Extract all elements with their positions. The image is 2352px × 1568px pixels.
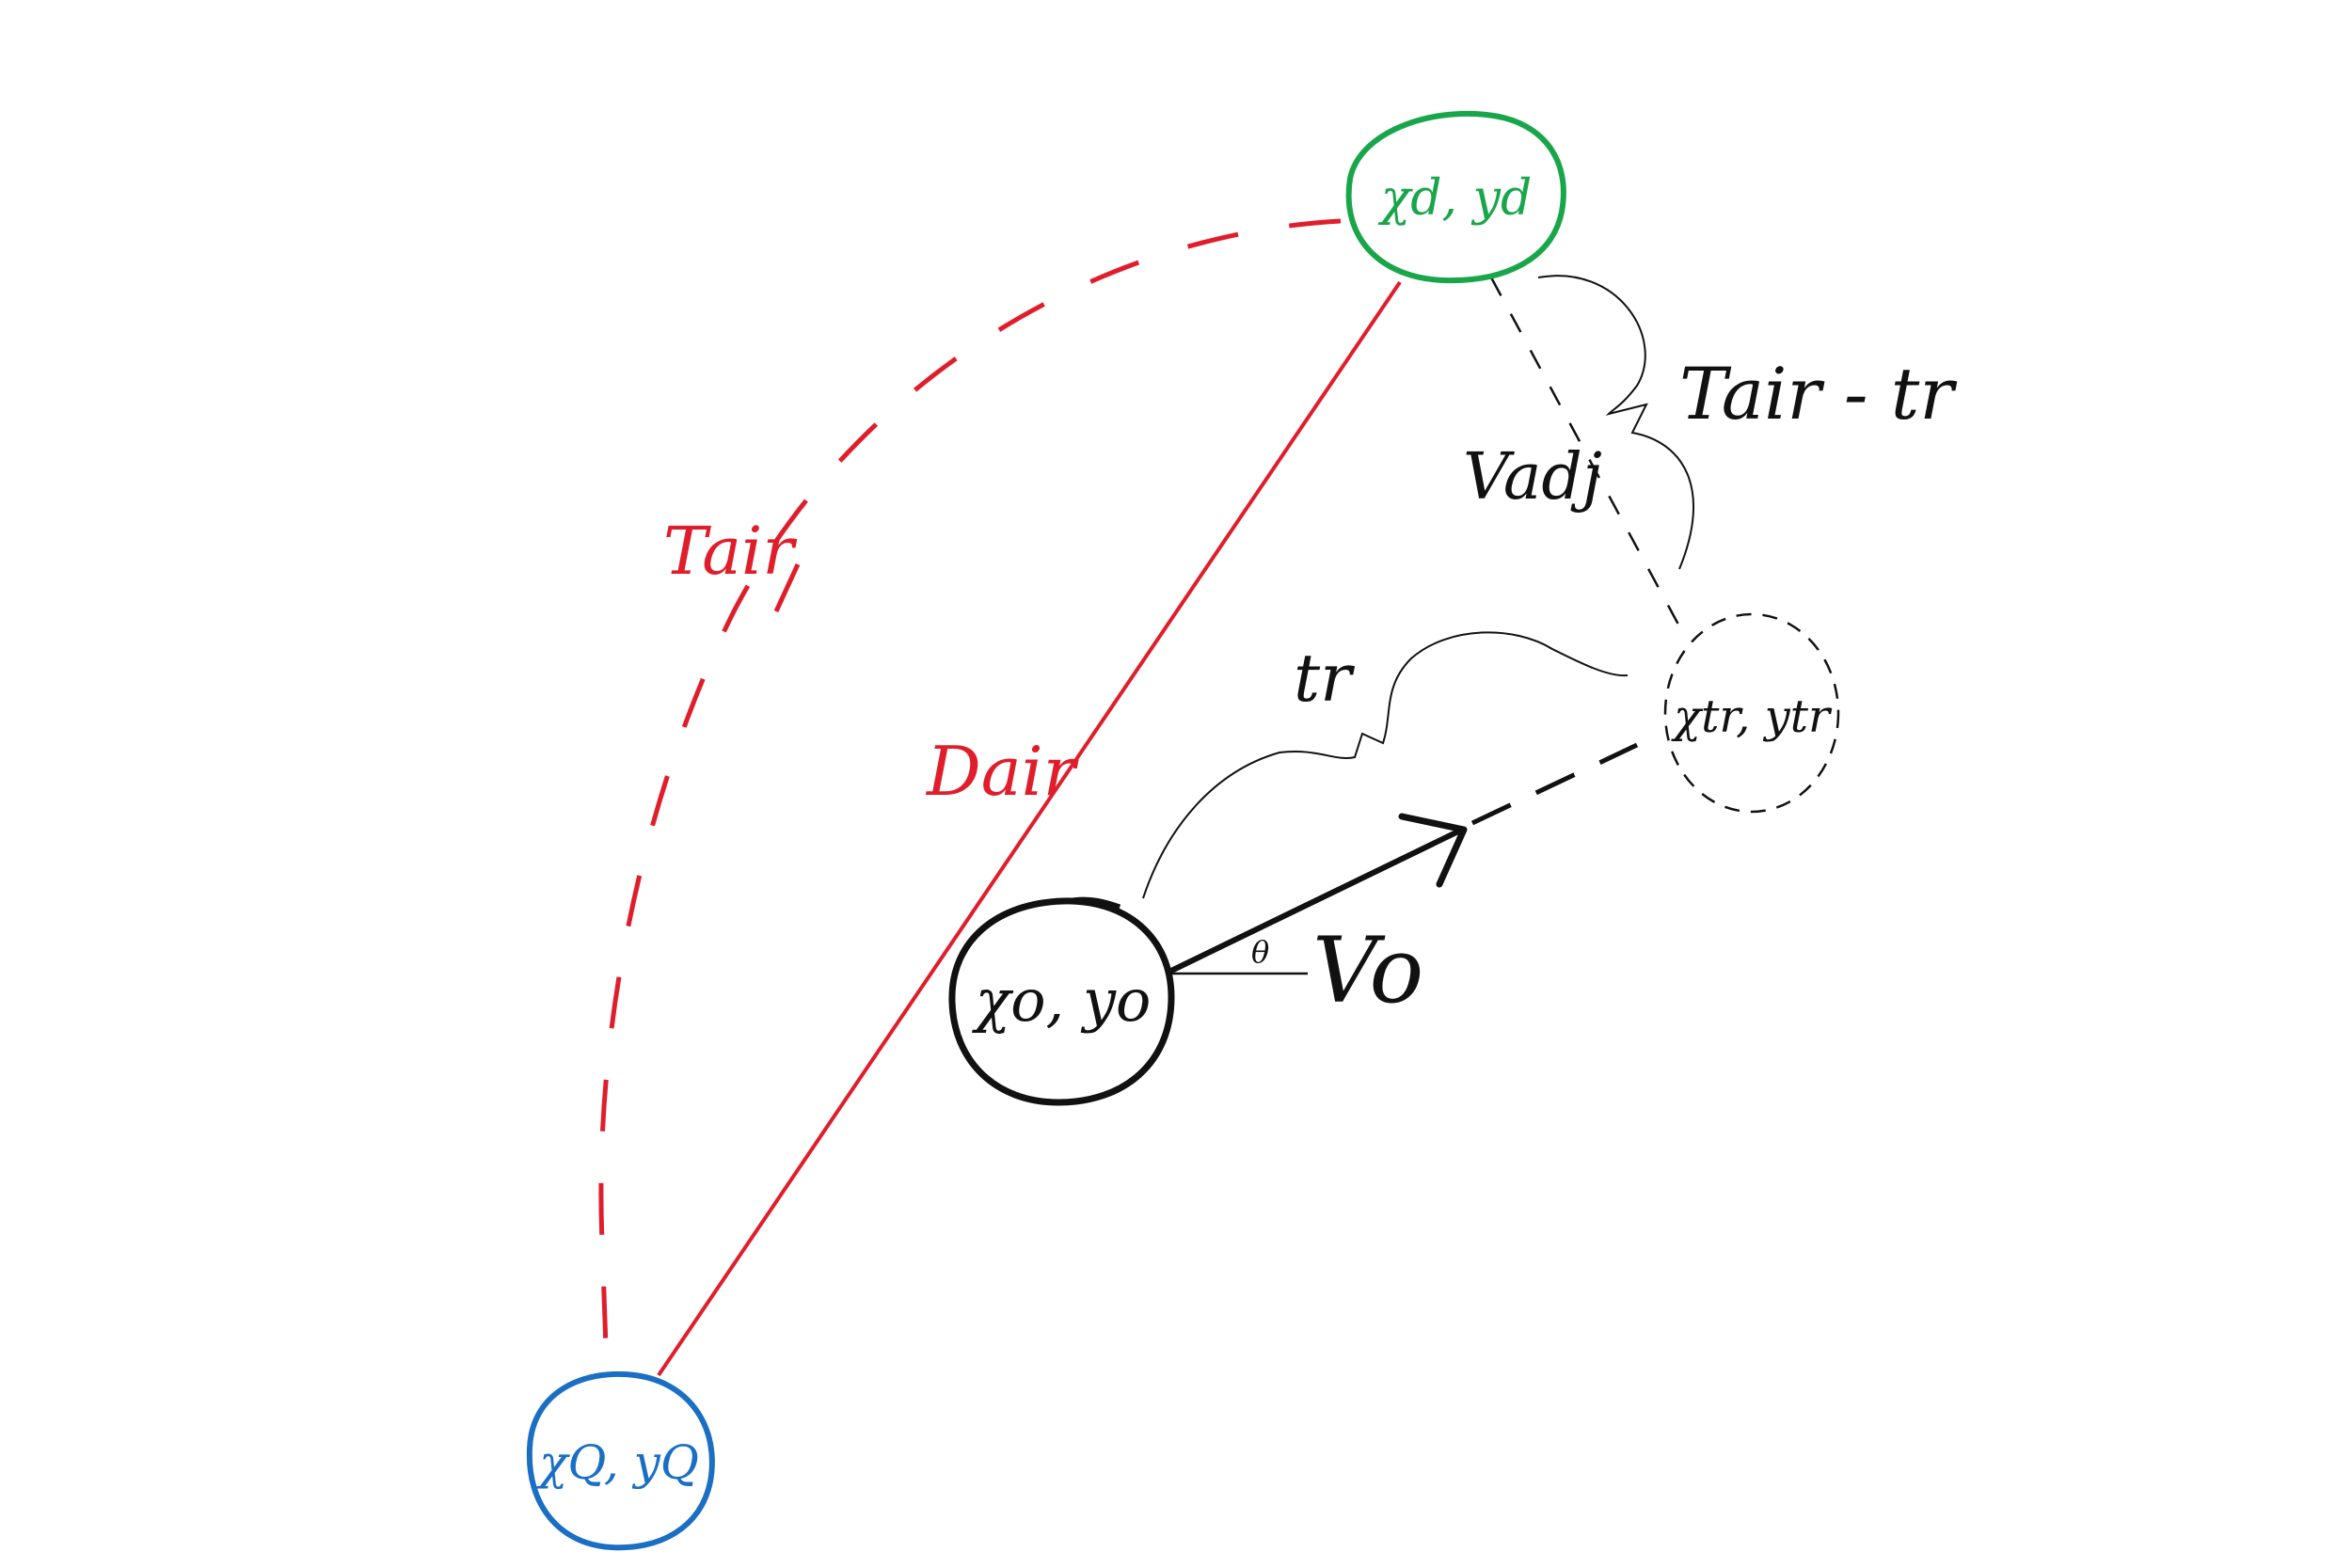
t-air-minus-tr-label: Tair - tr bbox=[1679, 352, 1958, 436]
origin-node-circle bbox=[948, 897, 1175, 1106]
t-air-label: Tair bbox=[663, 513, 797, 590]
start-node-circle bbox=[526, 1370, 715, 1551]
destination-node-circle bbox=[1345, 110, 1566, 284]
destination-node-label: χd, yd bbox=[1377, 170, 1533, 227]
d-air-label: Dair bbox=[925, 732, 1079, 811]
v-adj-label: Vadj bbox=[1463, 440, 1602, 515]
origin-node-mark bbox=[1072, 896, 1121, 911]
t-r-label: tr bbox=[1294, 640, 1355, 717]
velocity-vector bbox=[1168, 828, 1463, 974]
target-node-label: χtr, ytr bbox=[1671, 690, 1833, 743]
t-air-minus-tr-brace bbox=[1537, 275, 1694, 570]
velocity-dashed-extension bbox=[1470, 742, 1639, 826]
velocity-arrowhead-icon bbox=[1398, 813, 1468, 888]
target-node-circle bbox=[1663, 612, 1840, 814]
start-node-label: χQ, yQ bbox=[536, 1435, 699, 1490]
t-r-brace bbox=[1142, 631, 1629, 899]
v-o-label: Vo bbox=[1312, 918, 1423, 1023]
d-air-line bbox=[657, 280, 1402, 1377]
v-adj-dashed-line bbox=[1489, 277, 1686, 636]
t-air-slash bbox=[773, 562, 801, 613]
t-air-dashed-arc bbox=[598, 218, 1342, 1374]
origin-node-label: χo, yo bbox=[972, 966, 1152, 1035]
theta-label: θ bbox=[1251, 934, 1269, 970]
